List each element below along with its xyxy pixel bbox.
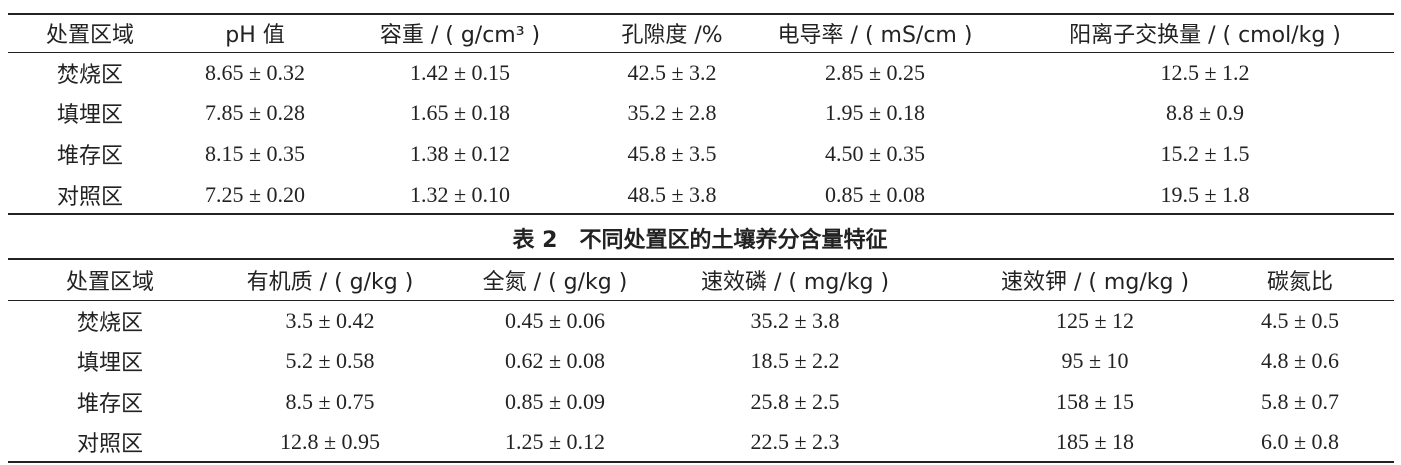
column-header: 处置区域 xyxy=(45,23,135,48)
table-cell: 15.2 ± 1.5 xyxy=(1160,141,1250,166)
table-cell: 45.8 ± 3.5 xyxy=(627,141,717,166)
table-cell: 7.25 ± 0.20 xyxy=(204,182,306,207)
column-header: 处置区域 xyxy=(65,270,155,295)
table-rule xyxy=(8,213,1394,215)
table-cell: 18.5 ± 2.2 xyxy=(750,348,840,373)
table-cell: 125 ± 12 xyxy=(1055,308,1135,333)
table-cell: 6.0 ± 0.8 xyxy=(1260,429,1340,454)
table-cell: 19.5 ± 1.8 xyxy=(1160,182,1250,207)
table-cell: 2.85 ± 0.25 xyxy=(824,60,926,85)
table-cell: 95 ± 10 xyxy=(1061,348,1129,373)
row-label: 焚烧区 xyxy=(76,311,144,336)
row-label: 对照区 xyxy=(76,432,144,457)
table-cell: 158 ± 15 xyxy=(1055,389,1135,414)
column-header: pH 值 xyxy=(225,23,285,48)
table-cell: 1.95 ± 0.18 xyxy=(824,100,926,125)
table-cell: 5.8 ± 0.7 xyxy=(1260,389,1340,414)
row-label: 填埋区 xyxy=(76,351,144,376)
table-cell: 1.25 ± 0.12 xyxy=(504,429,606,454)
table-cell: 5.2 ± 0.58 xyxy=(285,348,375,373)
table-rule xyxy=(8,461,1394,463)
table-cell: 22.5 ± 2.3 xyxy=(750,429,840,454)
column-header: 速效钾 / ( mg/kg ) xyxy=(1000,270,1190,295)
table-cell: 0.85 ± 0.08 xyxy=(824,182,926,207)
table-cell: 4.5 ± 0.5 xyxy=(1260,308,1340,333)
table-cell: 12.8 ± 0.95 xyxy=(279,429,381,454)
table-cell: 3.5 ± 0.42 xyxy=(285,308,375,333)
table-cell: 8.5 ± 0.75 xyxy=(285,389,375,414)
row-label: 堆存区 xyxy=(56,144,124,169)
column-header: 全氮 / ( g/kg ) xyxy=(482,270,628,295)
table-cell: 1.38 ± 0.12 xyxy=(409,141,511,166)
row-label: 焚烧区 xyxy=(56,63,124,88)
table-rule xyxy=(8,13,1394,15)
table-cell: 8.15 ± 0.35 xyxy=(204,141,306,166)
table-rule xyxy=(8,258,1394,260)
column-header: 阳离子交换量 / ( cmol/kg ) xyxy=(1069,23,1341,48)
table-cell: 4.50 ± 0.35 xyxy=(824,141,926,166)
column-header: 孔隙度 /% xyxy=(621,23,723,48)
column-header: 速效磷 / ( mg/kg ) xyxy=(700,270,890,295)
table-cell: 35.2 ± 3.8 xyxy=(750,308,840,333)
column-header: 容重 / ( g/cm³ ) xyxy=(379,23,541,48)
table-rule xyxy=(8,52,1394,53)
table-cell: 4.8 ± 0.6 xyxy=(1260,348,1340,373)
column-header: 有机质 / ( g/kg ) xyxy=(246,270,414,295)
table-cell: 1.42 ± 0.15 xyxy=(409,60,511,85)
table-cell: 0.62 ± 0.08 xyxy=(504,348,606,373)
table-cell: 0.45 ± 0.06 xyxy=(504,308,606,333)
table-title: 表 2 不同处置区的土壤养分含量特征 xyxy=(512,228,888,253)
table-cell: 12.5 ± 1.2 xyxy=(1160,60,1250,85)
row-label: 对照区 xyxy=(56,185,124,210)
table-cell: 25.8 ± 2.5 xyxy=(750,389,840,414)
table-cell: 48.5 ± 3.8 xyxy=(627,182,717,207)
table-cell: 0.85 ± 0.09 xyxy=(504,389,606,414)
table-cell: 1.32 ± 0.10 xyxy=(409,182,511,207)
table-cell: 8.8 ± 0.9 xyxy=(1165,100,1245,125)
table-cell: 42.5 ± 3.2 xyxy=(627,60,717,85)
table-cell: 185 ± 18 xyxy=(1055,429,1135,454)
row-label: 填埋区 xyxy=(56,103,124,128)
column-header: 电导率 / ( mS/cm ) xyxy=(777,23,973,48)
table-rule xyxy=(8,300,1394,301)
table-cell: 1.65 ± 0.18 xyxy=(409,100,511,125)
row-label: 堆存区 xyxy=(76,392,144,417)
table-cell: 35.2 ± 2.8 xyxy=(627,100,717,125)
column-header: 碳氮比 xyxy=(1266,270,1334,295)
table-cell: 7.85 ± 0.28 xyxy=(204,100,306,125)
table-cell: 8.65 ± 0.32 xyxy=(204,60,306,85)
